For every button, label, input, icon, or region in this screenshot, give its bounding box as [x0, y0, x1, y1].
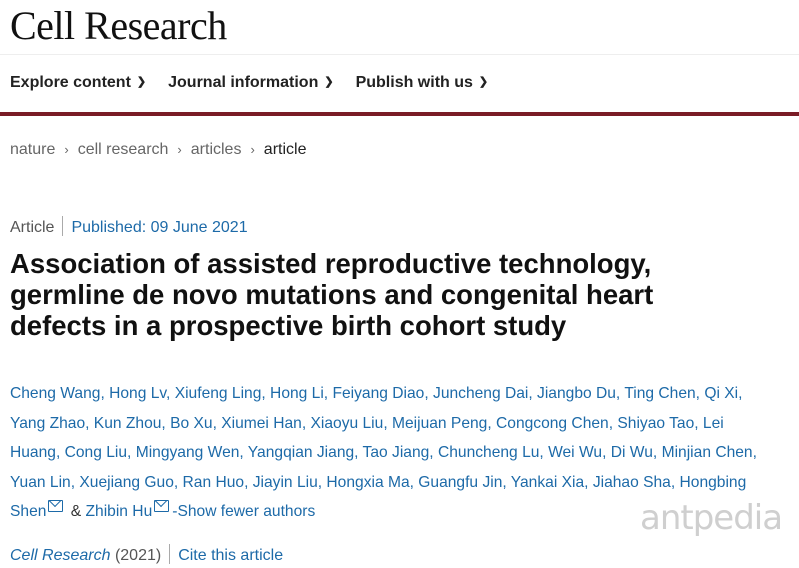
author-line[interactable]: Yuan Lin, Xuejiang Guo, Ran Huo, Jiayin …: [10, 473, 747, 491]
chevron-right-icon: ›: [64, 142, 69, 157]
article-title: Association of assisted reproductive tec…: [10, 248, 790, 341]
accent-divider: [0, 112, 799, 116]
watermark-logo: antpedia: [640, 498, 783, 538]
breadcrumb-current: article: [263, 141, 307, 158]
breadcrumb-cell-research[interactable]: cell research: [77, 141, 169, 158]
nav-journal-information[interactable]: Journal information ❯: [168, 74, 334, 91]
author-link[interactable]: Zhibin Hu: [85, 503, 153, 520]
breadcrumb: nature › cell research › articles › article: [10, 141, 306, 159]
author-line: Shen & Zhibin Hu -Show fewer authors: [10, 497, 799, 527]
nav-explore-content[interactable]: Explore content ❯: [10, 74, 147, 91]
published-date: Published: 09 June 2021: [71, 219, 248, 236]
title-line: Association of assisted reproductive tec…: [10, 248, 652, 279]
divider: [0, 54, 799, 55]
article-type: Article: [10, 219, 55, 236]
journal-logo[interactable]: Cell Research: [10, 3, 227, 48]
nav-publish-with-us[interactable]: Publish with us ❯: [355, 74, 489, 91]
author-line[interactable]: Huang, Cong Liu, Mingyang Wen, Yangqian …: [10, 444, 757, 461]
author-line[interactable]: Cheng Wang, Hong Lv, Xiufeng Ling, Hong …: [10, 385, 743, 402]
cite-article-link[interactable]: Cite this article: [178, 547, 284, 564]
breadcrumb-articles[interactable]: articles: [190, 141, 242, 158]
email-icon[interactable]: [154, 500, 170, 512]
chevron-down-icon: ❯: [478, 76, 489, 88]
main-nav: Explore content ❯ Journal information ❯ Pu…: [10, 74, 510, 92]
author-link[interactable]: Shen: [10, 503, 47, 520]
joiner: &: [66, 503, 86, 520]
breadcrumb-nature[interactable]: nature: [10, 141, 56, 158]
journal-link[interactable]: Cell Research: [10, 547, 111, 564]
chevron-right-icon: ›: [250, 142, 255, 157]
article-meta: Article Published: 09 June 2021: [10, 216, 248, 237]
show-fewer-authors-link[interactable]: -Show fewer authors: [172, 503, 316, 520]
year: (2021): [114, 547, 162, 564]
email-icon[interactable]: [48, 500, 64, 512]
title-line: defects in a prospective birth cohort st…: [10, 310, 567, 341]
author-list: Cheng Wang, Hong Lv, Xiufeng Ling, Hong …: [10, 379, 799, 527]
chevron-down-icon: ❯: [136, 76, 147, 88]
chevron-right-icon: ›: [177, 142, 182, 157]
title-line: germline de novo mutations and congenita…: [10, 279, 654, 310]
divider: [62, 216, 64, 236]
chevron-down-icon: ❯: [324, 76, 334, 88]
citation-bar: Cell Research (2021) Cite this article: [10, 544, 283, 565]
author-line[interactable]: Yang Zhao, Kun Zhou, Bo Xu, Xiumei Han, …: [10, 414, 724, 432]
divider: [169, 544, 171, 564]
